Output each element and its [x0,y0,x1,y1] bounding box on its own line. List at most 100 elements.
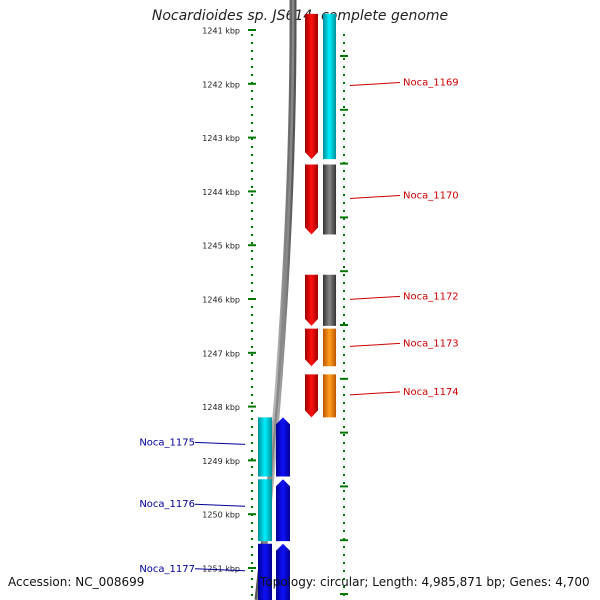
gene-label-leader [349,295,401,300]
guide-dot [343,330,345,332]
gene-labels: Noca_1169 Noca_1170 Noca_1172 Noca_1173 Noca… [139,77,458,574]
ruler-minor-tick [340,431,348,434]
gene-class-bar [258,479,272,542]
gene-strand-arrow [305,164,318,235]
ruler-major-tick [248,82,256,85]
guide-dot [251,266,253,268]
guide-dot [251,154,253,156]
guide-dot [343,546,345,548]
guide-dot [251,170,253,172]
guide-dot [251,418,253,420]
guide-dot [251,386,253,388]
accession-text: Accession: NC_008699 [8,575,145,589]
ruler-minor-tick [340,485,348,488]
guide-dot [251,226,253,228]
ruler-minor-tick [340,108,348,111]
guide-dot [343,74,345,76]
guide-dot [251,202,253,204]
ruler-major-tick [248,136,256,139]
guide-dot [251,354,253,356]
guide-dot [251,338,253,340]
gene-strand-arrow [276,543,290,600]
guide-dot [343,338,345,340]
genome-summary-text: Topology: circular; Length: 4,985,871 bp… [260,575,590,589]
guide-dot [343,522,345,524]
guide-dot [343,154,345,156]
guide-dot [343,34,345,36]
ruler-minor-tick [340,377,348,380]
guide-dot [251,74,253,76]
guide-dot [251,50,253,52]
ruler-major-tick [248,244,256,247]
guide-dot [343,98,345,100]
guide-dot [251,434,253,436]
guide-dot [343,290,345,292]
guide-dot [251,178,253,180]
gene-class-bar [258,417,272,477]
guide-dot [251,578,253,580]
guide-dot [251,586,253,588]
ruler-ticks: 1241 kbp 1242 kbp 1243 kbp 1244 kbp 1245 kbp… [202,27,348,596]
gene-class-bar [258,543,272,600]
guide-dot [251,410,253,412]
guide-dot [251,490,253,492]
guide-dot [251,362,253,364]
guide-dot [343,138,345,140]
gene-strand-arrow [305,374,318,418]
gene-class-bar [323,164,336,235]
guide-dot [343,538,345,540]
guide-dot [251,554,253,556]
guide-dot [251,306,253,308]
guide-dot [343,50,345,52]
ruler-minor-tick [340,539,348,542]
guide-dot [343,258,345,260]
guide-dot [251,594,253,596]
guide-dot [343,362,345,364]
guide-dot [251,530,253,532]
guide-dot [343,202,345,204]
guide-dot [343,434,345,436]
guide-dot [343,186,345,188]
guide-dot [343,90,345,92]
ruler-major-tick [248,405,256,408]
guide-dot [251,322,253,324]
guide-dot [251,290,253,292]
guide-dot [343,210,345,212]
guide-dot [343,298,345,300]
guide-dot [343,474,345,476]
gene-label-leader [349,391,401,396]
guide-dot [251,58,253,60]
gene-strand-arrow [305,274,318,326]
guide-dot [343,42,345,44]
gene-label-leader [194,503,246,507]
guide-dot [343,482,345,484]
guide-dot [343,58,345,60]
guide-dot [343,554,345,556]
gene-label: Noca_1176 [139,499,195,510]
guide-dot [251,546,253,548]
gene-label: Noca_1177 [139,564,195,575]
guide-dot [343,578,345,580]
guide-dot [343,442,345,444]
guide-dot [251,474,253,476]
ruler-label: 1249 kbp [202,457,240,466]
ruler-minor-tick [340,270,348,273]
guide-dot [343,194,345,196]
guide-dot [343,250,345,252]
guide-dot [251,242,253,244]
guide-dot [343,570,345,572]
guide-dot [343,114,345,116]
guide-dot [251,330,253,332]
guide-dot [251,570,253,572]
ruler-minor-tick [340,324,348,326]
gene-label: Noca_1173 [403,338,459,349]
guide-dot [343,266,345,268]
guide-dot [343,314,345,316]
guide-dot [343,242,345,244]
gene-class-bar [323,13,336,160]
guide-dot [251,162,253,164]
guide-dot [251,234,253,236]
gene-strand-arrow [276,417,290,477]
guide-dot [343,426,345,428]
guide-dot [343,234,345,236]
